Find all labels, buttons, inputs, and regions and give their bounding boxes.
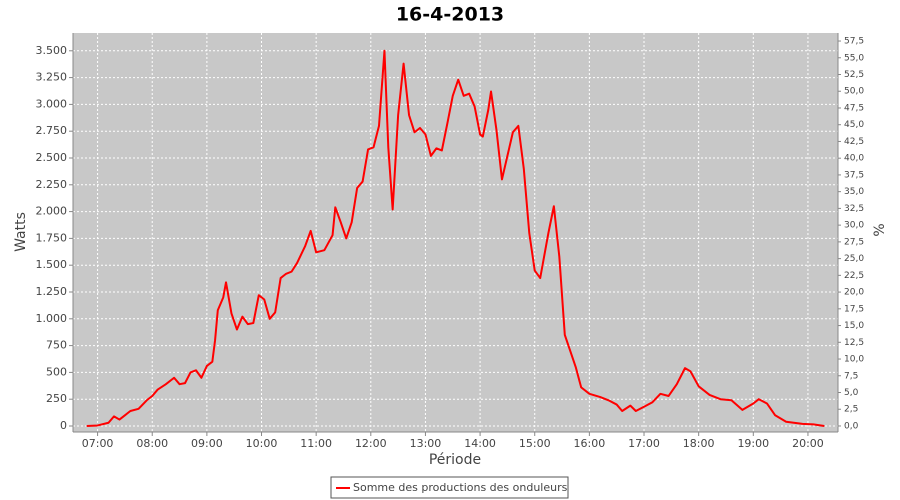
y2-tick-label: 17,5 [844,304,864,314]
y2-tick-label: 47,5 [844,103,864,113]
y2-tick-label: 2,5 [844,405,858,415]
x-tick-label: 14:00 [464,437,496,450]
x-tick-label: 18:00 [683,437,715,450]
x-tick-label: 17:00 [628,437,660,450]
y2-tick-label: 27,5 [844,237,864,247]
y-tick-label: 1.250 [36,285,68,298]
y2-tick-label: 45,0 [844,120,864,130]
y2-tick-label: 15,0 [844,321,864,331]
y2-tick-label: 20,0 [844,288,864,298]
y2-tick-label: 25,0 [844,254,864,264]
y2-tick-label: 55,0 [844,53,864,63]
x-axis-label: Période [429,452,481,468]
y2-tick-label: 57,5 [844,37,864,47]
x-tick-label: 10:00 [246,437,278,450]
y-tick-label: 500 [46,365,67,378]
x-tick-label: 16:00 [574,437,606,450]
y-tick-label: 0 [60,419,67,432]
y-tick-label: 2.500 [36,151,68,164]
x-tick-label: 07:00 [82,437,114,450]
legend: Somme des productions des onduleurs [330,476,569,499]
y2-tick-label: 5,0 [844,388,859,398]
y-tick-label: 1.750 [36,231,68,244]
y-tick-label: 1.000 [36,312,68,325]
y-tick-label: 2.000 [36,205,68,218]
data-line [86,49,825,427]
y-tick-label: 3.500 [36,44,68,57]
y2-tick-label: 7,5 [844,371,858,381]
y-tick-label: 1.500 [36,258,68,271]
y-tick-label: 3.000 [36,97,68,110]
plot-area [73,33,838,432]
y2-tick-label: 32,5 [844,204,864,214]
x-tick-label: 12:00 [355,437,387,450]
y2-tick-label: 35,0 [844,187,864,197]
x-tick-label: 09:00 [191,437,223,450]
y-tick-label: 3.250 [36,71,68,84]
chart-title: 16-4-2013 [396,4,504,26]
x-tick-label: 11:00 [300,437,332,450]
y2-tick-label: 50,0 [844,87,864,97]
legend-label: Somme des productions des onduleurs [353,481,568,494]
y2-tick-label: 52,5 [844,70,864,80]
y2-tick-label: 12,5 [844,338,864,348]
legend-box [330,476,569,499]
y2-tick-label: 0,0 [844,421,859,431]
y2-tick-label: 37,5 [844,170,864,180]
y2-axis-label: % [872,223,888,236]
x-tick-label: 19:00 [737,437,769,450]
y2-tick-label: 10,0 [844,355,864,365]
x-tick-label: 15:00 [519,437,551,450]
x-tick-label: 08:00 [136,437,168,450]
x-tick-label: 20:00 [792,437,824,450]
y-axis-label: Watts [13,212,29,252]
y2-tick-label: 30,0 [844,221,864,231]
y2-tick-label: 22,5 [844,271,864,281]
y2-tick-label: 40,0 [844,154,864,164]
y-tick-label: 750 [46,339,67,352]
y-tick-label: 250 [46,392,67,405]
x-tick-label: 13:00 [410,437,442,450]
y-tick-label: 2.750 [36,124,68,137]
y-tick-label: 2.250 [36,178,68,191]
y2-tick-label: 42,5 [844,137,864,147]
